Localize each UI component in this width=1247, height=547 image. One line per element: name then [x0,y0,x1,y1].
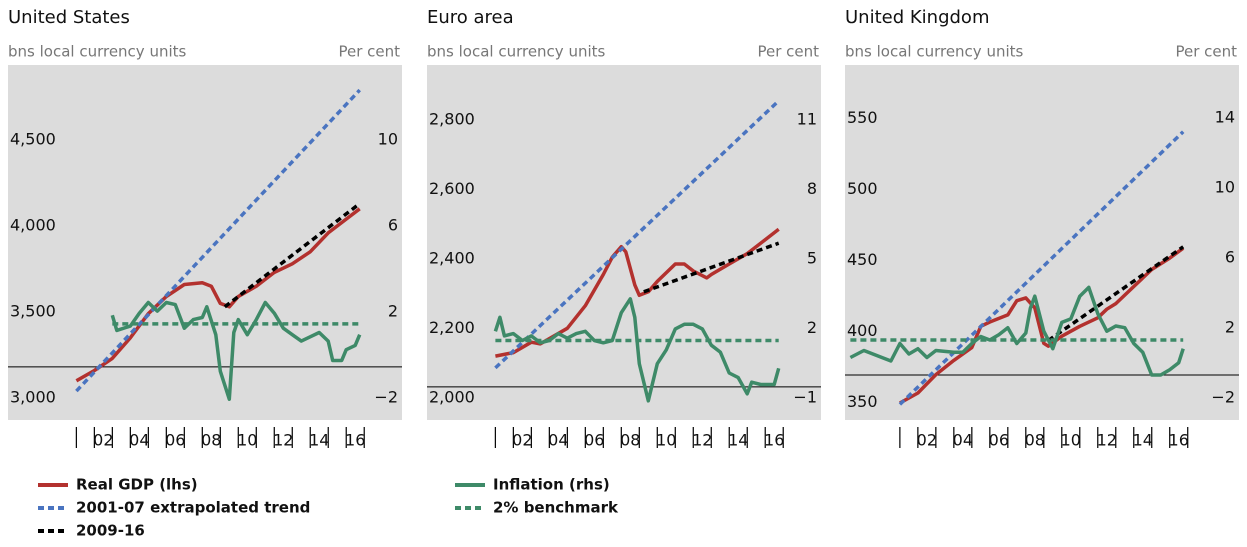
x-tick-label: 08 [201,431,221,450]
y-tick-label: 4,000 [10,216,56,235]
series-line [898,130,1185,406]
x-tick-label: 10 [656,431,676,450]
y-tick-label: 400 [847,321,878,340]
series-line [849,285,1185,377]
series-line [643,241,780,294]
y2-tick-label: −2 [1211,388,1235,407]
y2-axis-label: Per cent [757,43,819,61]
y-tick-label: 2,000 [429,387,475,406]
x-tick-label: 08 [620,431,640,450]
series-line [899,246,1185,405]
x-tick-label: 12 [692,431,712,450]
y-tick-label: 500 [847,179,878,198]
y2-tick-label: 5 [807,249,817,268]
series-line [110,300,362,401]
y2-tick-label: 2 [1225,317,1235,336]
x-tick-label: 06 [165,431,185,450]
x-tick-label: 02 [512,431,532,450]
x-tick-label: 14 [1133,431,1153,450]
y-tick-label: 450 [847,250,878,269]
legend-label: 2001-07 extrapolated trend [76,499,310,517]
legend-label: 2% benchmark [493,499,619,517]
x-tick-label: 04 [129,431,149,450]
series-line [75,88,361,393]
chart-title: Euro area [427,7,514,28]
x-tick-label: 16 [345,431,365,450]
y-tick-label: 3,000 [10,388,56,407]
x-tick-label: 16 [764,431,784,450]
x-tick-label: 14 [728,431,748,450]
y-tick-label: 2,600 [429,179,475,198]
x-tick-label: 04 [548,431,568,450]
x-tick-label: 10 [1061,431,1081,450]
x-tick-label: 06 [584,431,604,450]
x-tick-label: 04 [953,431,973,450]
series-line [494,99,780,370]
legend-label: 2009-16 [76,522,145,540]
y-tick-label: 2,400 [429,248,475,267]
chart-title: United States [8,7,130,28]
y2-axis-label: Per cent [338,43,400,61]
series-line [223,202,361,309]
y2-tick-label: 10 [378,130,398,149]
x-tick-label: 06 [989,431,1009,450]
series-line [1047,245,1185,342]
y-tick-label: 3,500 [10,302,56,321]
x-tick-label: 14 [309,431,329,450]
y2-tick-label: 6 [1225,247,1235,266]
y2-tick-label: 6 [388,215,398,234]
y-tick-label: 350 [847,392,878,411]
plot-background [427,65,821,420]
series-line [75,207,361,383]
y-tick-label: 2,800 [429,110,475,129]
y-axis-label: bns local currency units [845,43,1024,61]
x-tick-label: 02 [93,431,113,450]
y2-tick-label: 10 [1215,177,1235,196]
x-tick-label: 12 [1097,431,1117,450]
y-axis-label: bns local currency units [8,43,187,61]
y2-tick-label: −1 [793,388,817,407]
legend-label: Real GDP (lhs) [76,476,198,494]
y2-tick-label: 14 [1215,107,1235,126]
y2-tick-label: 2 [807,318,817,337]
x-tick-label: 16 [1169,431,1189,450]
y-tick-label: 2,200 [429,318,475,337]
legend-label: Inflation (rhs) [493,476,610,494]
y-tick-label: 550 [847,108,878,127]
y2-axis-label: Per cent [1175,43,1237,61]
x-tick-label: 08 [1025,431,1045,450]
y-tick-label: 4,500 [10,130,56,149]
chart-title: United Kingdom [845,7,989,28]
y2-tick-label: 8 [807,179,817,198]
y2-tick-label: 11 [797,109,817,128]
y2-tick-label: −2 [374,387,398,406]
y2-tick-label: 2 [388,301,398,320]
y-axis-label: bns local currency units [427,43,606,61]
plot-background [845,65,1239,420]
x-tick-label: 10 [237,431,257,450]
x-tick-label: 12 [273,431,293,450]
x-tick-label: 02 [917,431,937,450]
